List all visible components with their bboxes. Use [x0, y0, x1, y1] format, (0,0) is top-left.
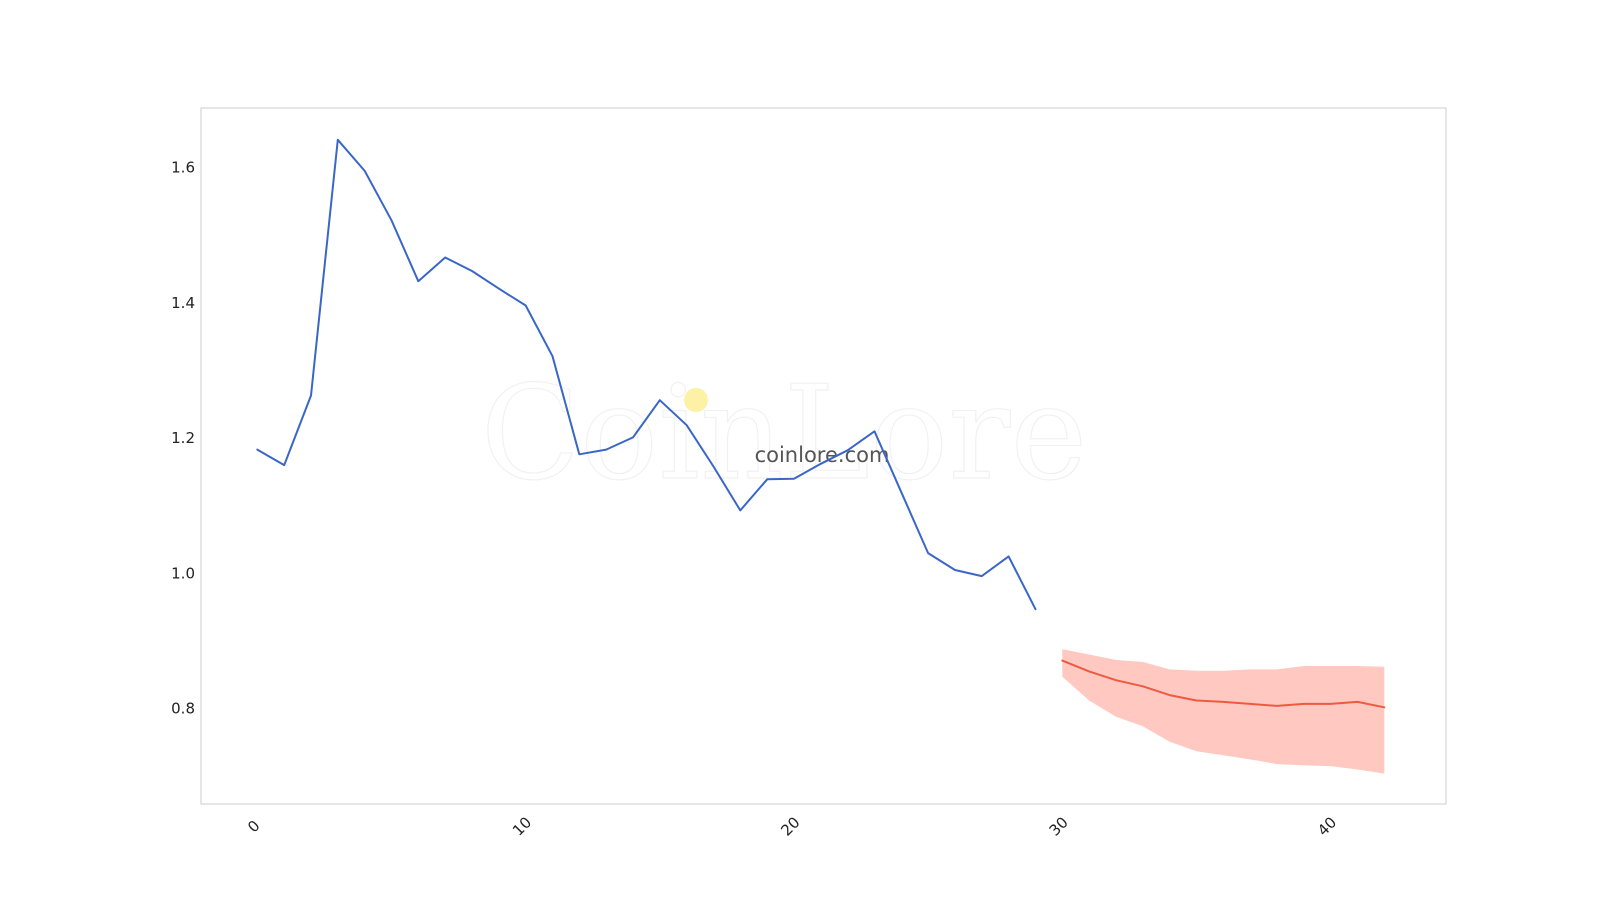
chart-marks [256, 138, 1386, 774]
watermark-brand: CoinLore [481, 357, 1088, 509]
x-tick-label: 10 [509, 813, 535, 839]
history-line [256, 138, 1037, 611]
plot-frame [200, 107, 1447, 805]
x-tick-label: 30 [1046, 813, 1072, 839]
x-tick-label: 0 [244, 817, 263, 836]
watermark-dot [684, 388, 708, 412]
y-tick-label: 0.8 [171, 700, 195, 718]
y-tick-label: 1.0 [171, 564, 195, 582]
y-axis: 0.8 1.0 1.2 1.4 1.6 [171, 159, 195, 718]
y-tick-label: 1.6 [171, 159, 195, 177]
x-tick-label: 40 [1314, 813, 1340, 839]
y-tick-label: 1.2 [171, 429, 195, 447]
x-axis: 0 10 20 30 40 [244, 813, 1340, 839]
forecast-line [1061, 659, 1386, 709]
x-tick-label: 20 [777, 813, 803, 839]
watermark: CoinLore coinlore.com [480, 356, 1088, 509]
forecast-confidence-band [1062, 649, 1385, 774]
y-tick-label: 1.4 [171, 294, 195, 312]
